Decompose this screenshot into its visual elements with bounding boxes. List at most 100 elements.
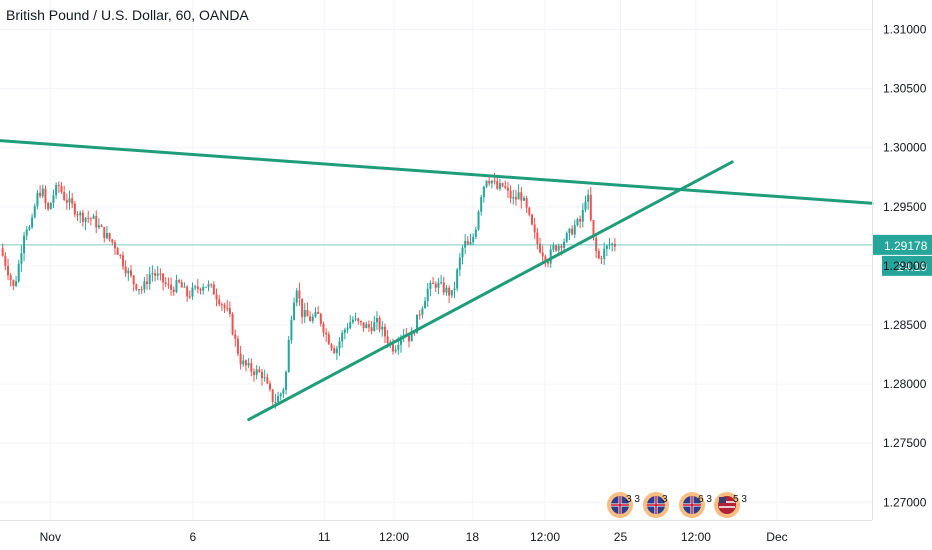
candle-body: [260, 372, 263, 379]
x-tick-label: Nov: [40, 530, 61, 544]
candle-body: [370, 327, 373, 331]
candle-body: [306, 309, 309, 317]
candle-body: [391, 342, 394, 352]
candle-body: [175, 280, 178, 293]
candle-body: [333, 348, 336, 354]
candle-body: [544, 256, 547, 262]
x-tick-label: 18: [466, 530, 480, 544]
candle-body: [196, 286, 199, 289]
candle-body: [514, 197, 517, 200]
candle-body: [605, 245, 608, 249]
candle-body: [33, 206, 36, 218]
candle-body: [501, 183, 504, 187]
support-trendline[interactable]: [247, 160, 734, 422]
candle-body: [536, 232, 539, 244]
y-tick-label: 1.31000: [883, 23, 927, 37]
candle-body: [450, 289, 453, 296]
candle-body: [207, 284, 210, 287]
candle-body: [597, 250, 600, 259]
trend-layer[interactable]: [0, 139, 874, 422]
candle-body: [522, 197, 525, 201]
candle-body: [528, 207, 531, 215]
candle-body: [367, 324, 370, 328]
candle-body: [490, 180, 493, 184]
candle-body: [194, 286, 197, 288]
candle-body: [285, 372, 288, 390]
candle-body: [338, 341, 341, 349]
candle-body: [52, 195, 55, 203]
candle-body: [314, 312, 317, 317]
candle-body: [456, 269, 459, 289]
candle-body: [448, 287, 451, 296]
candle-body: [383, 326, 386, 337]
candle-body: [92, 216, 95, 219]
candle-body: [351, 319, 354, 323]
candle-body: [156, 273, 159, 276]
candle-body: [258, 369, 261, 373]
candle-body: [119, 254, 122, 256]
candle-body: [255, 369, 258, 375]
candle-body: [44, 188, 47, 203]
candle-body: [410, 332, 413, 342]
candle-body: [498, 183, 501, 189]
resistance-trendline[interactable]: [0, 139, 874, 205]
candle-body: [68, 198, 71, 203]
candle-body: [138, 289, 141, 291]
candle-body: [362, 322, 365, 329]
event-count-label: 5 3: [733, 494, 747, 505]
candle-body: [135, 284, 138, 290]
event-flag[interactable]: 6 3: [679, 492, 712, 518]
candle-body: [279, 393, 282, 397]
event-flag[interactable]: 3: [643, 492, 669, 518]
candle-body: [121, 255, 124, 267]
candle-body: [148, 274, 151, 285]
candle-body: [485, 180, 488, 187]
candle-body: [146, 281, 149, 285]
event-flag[interactable]: 3 3: [607, 492, 640, 518]
countdown-label: 24:19: [897, 260, 927, 274]
candle-body: [154, 273, 157, 276]
candle-body: [378, 317, 381, 330]
candle-body: [167, 283, 170, 285]
candle-body: [231, 313, 234, 335]
candle-body: [421, 308, 424, 315]
candle-body: [555, 245, 558, 251]
candle-body: [445, 287, 448, 293]
candle-body: [469, 242, 472, 245]
candle-body: [97, 225, 100, 228]
candle-body: [186, 286, 189, 297]
candle-body: [47, 202, 50, 210]
candle-body: [573, 225, 576, 235]
candle-body: [440, 282, 443, 284]
candle-body: [239, 353, 242, 365]
candle-body: [124, 266, 127, 274]
candle-body: [73, 203, 76, 215]
candle-body: [474, 229, 477, 237]
candle-body: [202, 286, 205, 291]
candle-body: [581, 209, 584, 222]
candle-layer: [1, 172, 616, 409]
candle-body: [250, 363, 253, 372]
candle-body: [335, 348, 338, 354]
candle-body: [416, 314, 419, 334]
y-tick-label: 1.30500: [883, 82, 927, 96]
event-layer[interactable]: 3 3 3 6 3 5 3: [607, 492, 747, 518]
candle-body: [220, 304, 223, 306]
candle-body: [271, 389, 274, 402]
candle-body: [151, 273, 154, 275]
candle-body: [394, 349, 397, 352]
candle-body: [39, 192, 42, 197]
event-flag[interactable]: 5 3: [714, 492, 747, 518]
candle-body: [311, 316, 314, 322]
candle-body: [71, 198, 74, 204]
candle-body: [87, 217, 90, 219]
candle-body: [461, 247, 464, 258]
candle-body: [159, 273, 162, 275]
candle-body: [41, 188, 44, 197]
candle-body: [571, 228, 574, 235]
candle-body: [552, 245, 555, 250]
candle-body: [25, 229, 28, 236]
